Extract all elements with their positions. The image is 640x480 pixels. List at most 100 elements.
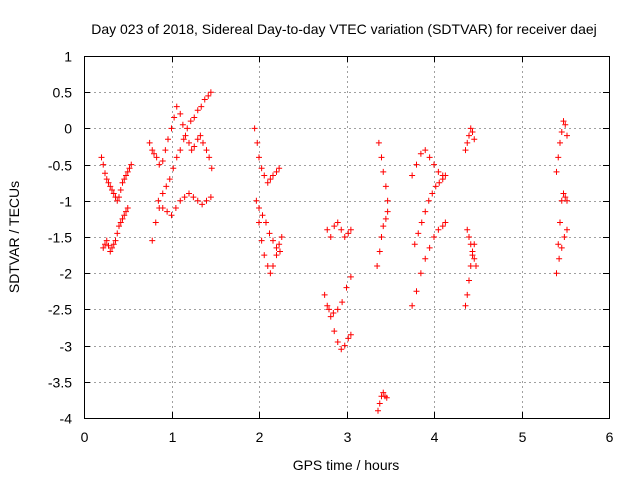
data-point [205,92,212,99]
data-point [380,168,387,175]
data-point [376,248,383,255]
data-point [191,143,198,150]
data-point [435,168,442,175]
y-tick-label: 0 [64,121,72,137]
data-point [384,197,391,204]
data-point [273,168,280,175]
data-point [159,205,166,212]
data-point [128,161,135,168]
data-point [112,237,119,244]
data-point [173,154,180,161]
x-tick-label: 1 [169,429,177,445]
data-point [273,244,280,251]
series-arc-1b [100,205,131,255]
data-point [126,165,133,172]
data-point [413,288,420,295]
y-tick-label: 1 [64,49,72,65]
series-arc-7c [464,226,478,262]
data-point [194,107,201,114]
data-points [98,89,570,414]
data-point [168,125,175,132]
data-point [555,154,562,161]
data-point [464,139,471,146]
data-point [380,389,387,396]
data-point [326,306,332,313]
series-arc-3c [256,205,283,255]
data-point [473,262,479,269]
y-tick-label: -2.5 [48,302,72,318]
data-point [171,114,178,121]
data-point [187,118,194,125]
data-point [114,230,121,237]
data-point [201,96,208,103]
data-point [564,132,570,139]
data-point [409,172,416,179]
series-arc-8c [553,226,570,277]
series-arc-5b [375,139,391,204]
data-point [467,125,474,132]
data-point [203,197,210,204]
data-point [181,194,188,201]
series-arc-6c [409,219,449,309]
data-point [194,136,201,143]
data-point [267,270,274,277]
data-point [557,219,563,226]
data-point [119,215,126,222]
data-point [149,237,156,244]
data-point [254,139,261,146]
data-point [259,212,266,219]
data-point [162,147,169,154]
data-point [338,346,345,353]
data-point [376,400,383,407]
data-point [347,331,354,338]
series-arc-6a [409,147,446,179]
data-point [558,129,565,136]
data-point [343,284,350,291]
series-arc-3b [253,197,285,277]
series-arc-8a [553,118,570,175]
data-point [159,190,166,197]
data-point [149,147,156,154]
data-point [341,342,348,349]
data-point [186,139,192,146]
data-point [146,139,153,146]
data-point [114,197,121,204]
data-point [556,255,563,262]
x-axis-label: GPS time / hours [293,457,400,473]
data-point [347,273,354,280]
data-point [168,212,175,219]
data-point [422,208,429,215]
data-point [464,226,471,233]
data-point [165,136,171,143]
data-point [442,219,449,226]
data-point [177,197,184,204]
data-point [155,197,162,204]
data-point [429,190,436,197]
data-point [276,241,283,248]
data-point [321,291,328,298]
data-point [380,223,387,230]
data-point [562,121,569,128]
y-tick-label: -1.5 [48,230,72,246]
chart-title: Day 023 of 2018, Sidereal Day-to-day VTE… [91,21,597,37]
data-point [560,118,567,125]
data-point [422,147,429,154]
data-point [422,255,429,262]
data-point [413,161,420,168]
data-point [327,313,334,320]
y-tick-label: 0.5 [53,85,73,101]
data-point [103,237,110,244]
series-arc-4c [326,273,354,317]
y-tick-label: -3.5 [48,375,72,391]
data-point [431,161,437,168]
data-point [199,201,206,208]
data-point [203,147,210,154]
x-tick-label: 3 [344,429,352,445]
data-point [469,248,476,255]
series-arc-4a [321,291,354,353]
data-point [334,338,341,345]
series-arc-1a [98,154,135,204]
data-point [417,270,424,277]
data-point [378,154,385,161]
data-point [182,132,189,139]
